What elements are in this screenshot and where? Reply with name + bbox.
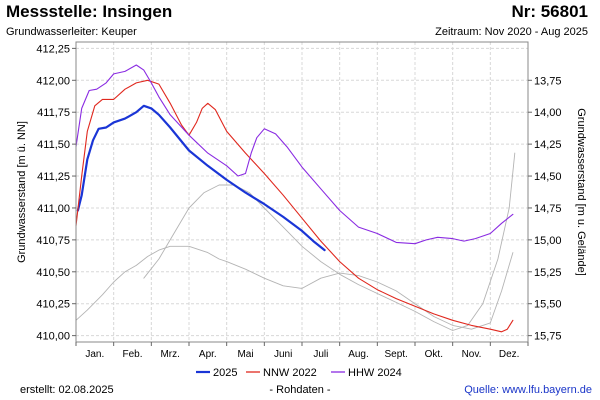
station-title: Messstelle: Insingen — [6, 2, 173, 21]
legend-label: HHW 2024 — [348, 367, 402, 379]
y-tick-label: 411,50 — [37, 139, 70, 151]
raw-data-note: - Rohdaten - — [269, 384, 331, 396]
y-tick-label: 410,75 — [36, 235, 70, 247]
legend-label: NNW 2022 — [263, 367, 317, 379]
y-tick-label: 411,00 — [37, 203, 70, 215]
x-tick-label: Sept. — [384, 349, 407, 360]
x-tick-label: Juni — [274, 349, 292, 360]
series-line-hhw-2024 — [75, 64, 514, 245]
y2-tick-label: 15,50 — [534, 299, 562, 311]
y2-tick-label: 14,50 — [534, 171, 562, 183]
y2-tick-label: 15,25 — [534, 267, 562, 279]
x-tick-label: Okt. — [425, 349, 443, 360]
series-line-history — [75, 245, 514, 330]
station-number: Nr: 56801 — [511, 2, 588, 21]
x-tick-label: Mai — [237, 349, 253, 360]
y2-axis-label: Grundwasserstand [m u. Gelände] — [575, 108, 587, 276]
series-line-history — [143, 152, 516, 331]
x-tick-label: Mrz. — [160, 349, 179, 360]
series-layer — [75, 64, 516, 333]
y2-tick-label: 13,75 — [534, 75, 562, 87]
legend: 2025 NNW 2022 HHW 2024 — [196, 367, 402, 379]
y-tick-label: 412,00 — [36, 75, 70, 87]
x-tick-label: Dez. — [499, 349, 520, 360]
period-label: Zeitraum: Nov 2020 - Aug 2025 — [435, 26, 588, 38]
y-tick-label: 411,75 — [37, 107, 70, 119]
source-link[interactable]: Quelle: www.lfu.bayern.de — [464, 384, 592, 396]
grid — [76, 42, 528, 342]
legend-label: 2025 — [213, 367, 237, 379]
x-tick-label: Feb. — [122, 349, 142, 360]
y-tick-label: 411,25 — [37, 171, 70, 183]
y-axis-label: Grundwasserstand [m ü. NN] — [16, 121, 28, 263]
axes: 412,25 412,00 411,75 411,50 411,25 411,00 410,… — [36, 43, 561, 360]
x-tick-label: Nov. — [462, 349, 482, 360]
y2-tick-label: 14,75 — [534, 203, 562, 215]
y2-tick-label: 14,00 — [534, 107, 562, 119]
series-line-2025 — [76, 104, 326, 252]
y2-tick-label: 14,25 — [534, 139, 562, 151]
y2-tick-label: 15,00 — [534, 235, 562, 247]
y-tick-label: 410,00 — [36, 331, 70, 343]
series-line-nnw-2022 — [75, 79, 514, 333]
y-tick-label: 410,25 — [36, 299, 70, 311]
x-tick-label: Aug. — [348, 349, 369, 360]
y2-tick-label: 15,75 — [534, 331, 562, 343]
x-tick-label: Apr. — [199, 349, 217, 360]
x-tick-label: Juli — [313, 349, 328, 360]
aquifer-label: Grundwasserleiter: Keuper — [6, 26, 137, 38]
x-tick-label: Jan. — [85, 349, 104, 360]
y-tick-label: 410,50 — [36, 267, 70, 279]
created-date: erstellt: 02.08.2025 — [20, 384, 114, 396]
y-tick-label: 412,25 — [36, 43, 70, 55]
